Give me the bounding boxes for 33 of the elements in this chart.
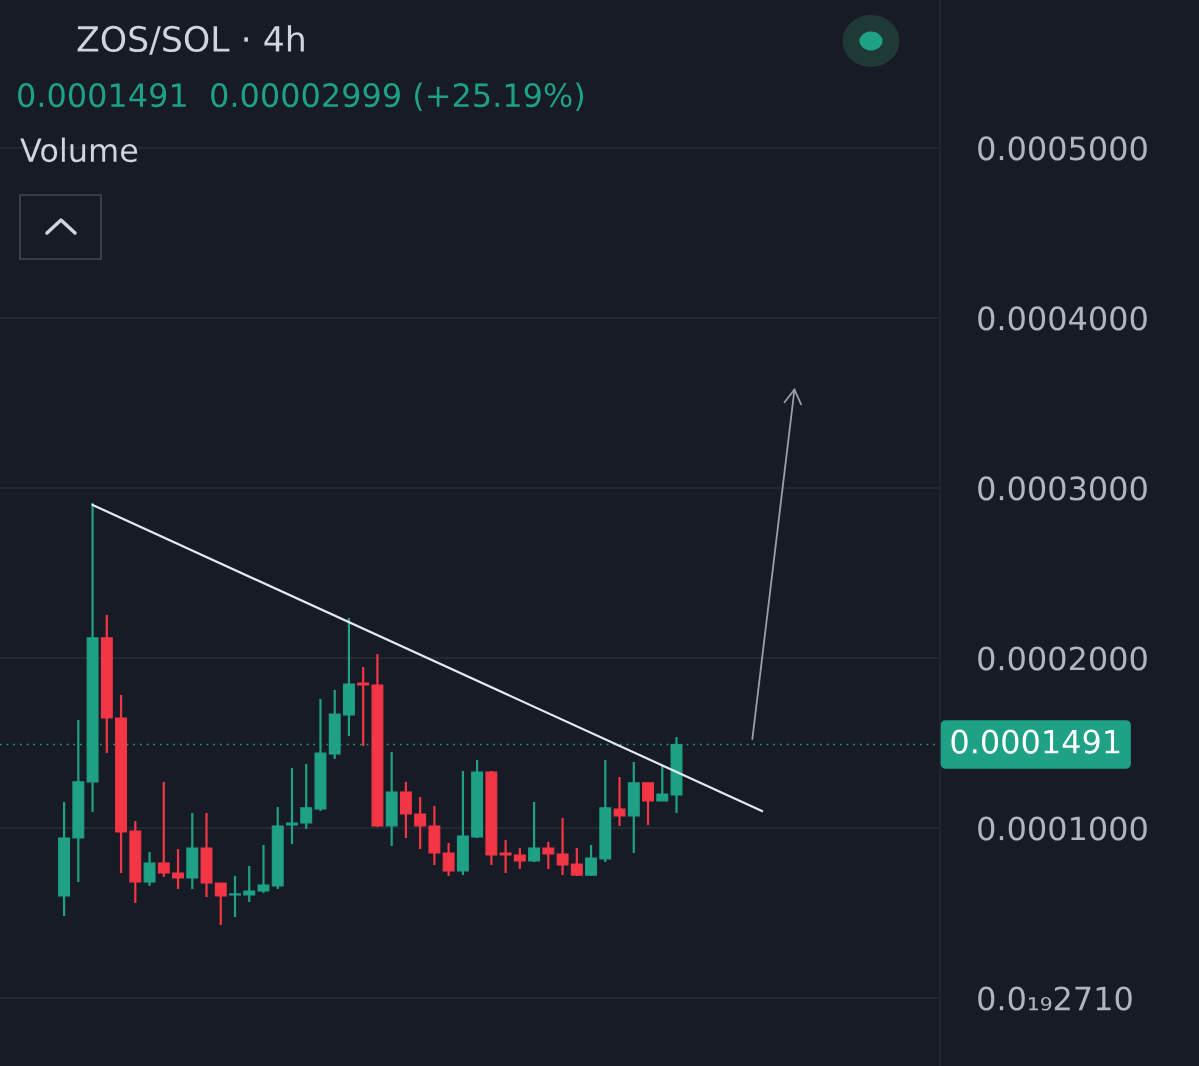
candlestick (399, 780, 412, 840)
candlestick (214, 881, 227, 927)
candlestick (542, 840, 555, 871)
candlestick (656, 764, 669, 803)
text: ZOS/SOL · 4h (77, 25, 304, 55)
candlestick (642, 781, 654, 827)
y-tick-label: 0.0001000 (978, 816, 1147, 841)
candlestick (257, 843, 270, 895)
text: 0.0001491 0.00002999 (+25.19%) (18, 82, 584, 112)
candlestick (556, 816, 569, 877)
candlestick (513, 846, 526, 871)
y-tick-label: 0.0003000 (978, 476, 1147, 501)
candlestick (442, 841, 455, 878)
candlestick (357, 665, 370, 748)
candlestick (570, 846, 583, 878)
candlestick (300, 762, 313, 831)
annotation: Volume (20, 137, 138, 163)
candlestick (414, 795, 427, 851)
candlestick (143, 850, 156, 888)
y-tick-label: 0.0₁₉2710 (978, 986, 1132, 1011)
candlestick (229, 874, 241, 919)
candlestick (585, 843, 598, 878)
y-tick-label: 0.0002000 (978, 646, 1147, 671)
y-tick-label: 0.0004000 (978, 306, 1147, 331)
candlestick (172, 847, 184, 891)
candlestick (286, 766, 298, 846)
candlestick (499, 838, 512, 875)
candlestick (613, 775, 626, 828)
candlestick (528, 800, 541, 864)
candlestick (243, 864, 256, 904)
y-tick-label: 0.0005000 (978, 136, 1147, 161)
ref-line-label: 0.0001491 (951, 729, 1120, 754)
candlestick (157, 780, 170, 879)
